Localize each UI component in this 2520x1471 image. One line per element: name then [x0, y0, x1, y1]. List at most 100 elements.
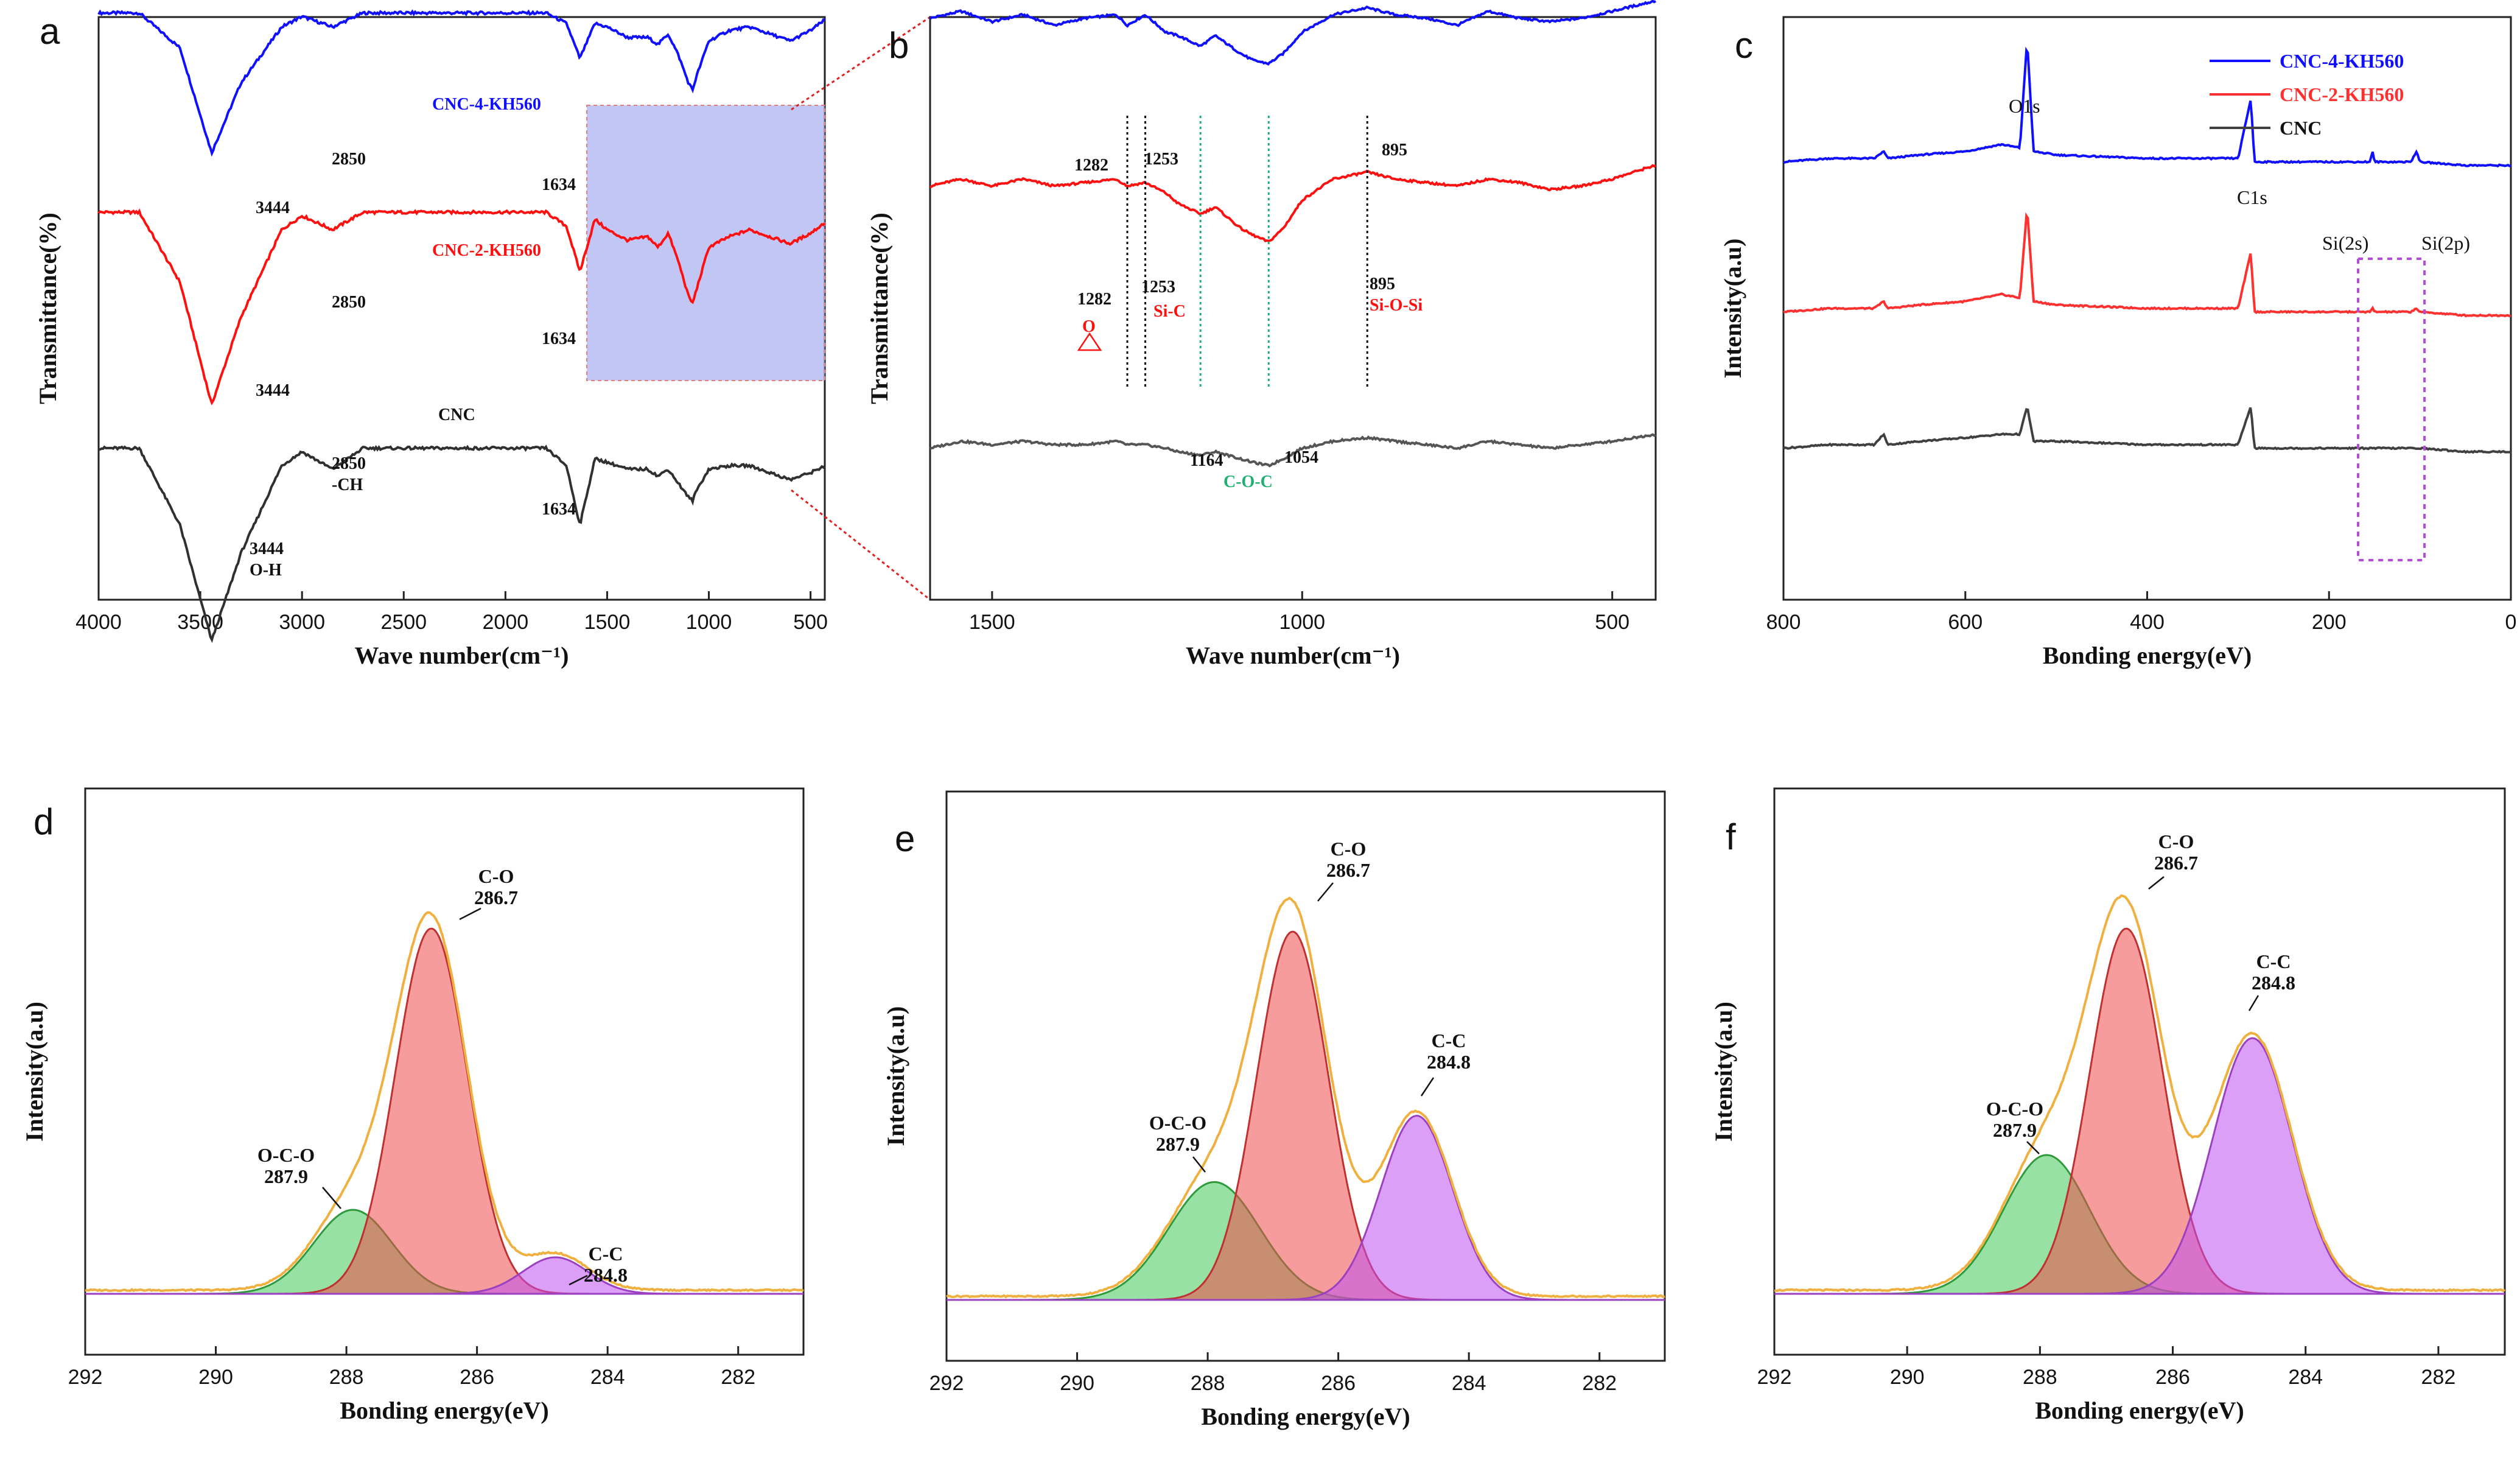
panel-d-label-arrow: [569, 1274, 588, 1286]
panel-a-xtick-label: 500: [793, 611, 828, 634]
panel-a-xtick-label: 2000: [483, 611, 529, 634]
panel-d-letter: d: [33, 801, 54, 842]
panel-e-xlabel: Bonding energy(eV): [1201, 1403, 1410, 1430]
panel-e-peak-name: O-C-O: [1149, 1112, 1206, 1134]
panel-d-xtick-label: 284: [590, 1366, 625, 1389]
panel-c-xlabel: Bonding energy(eV): [2043, 642, 2252, 669]
panel-f-xtick-label: 282: [2421, 1366, 2456, 1389]
panel-e-peak-c-c: [947, 1114, 1665, 1301]
panel-f-xlabel: Bonding energy(eV): [2035, 1397, 2244, 1424]
panel-a-xtick-label: 4000: [75, 611, 122, 634]
panel-e-xtick-label: 284: [1452, 1372, 1486, 1395]
panel-b-frame: [929, 16, 1657, 601]
panel-b-annotation: 1282: [1077, 290, 1111, 309]
panel-c-series-cnc-4-kh560: [1783, 46, 2511, 168]
panel-d-xtick-label: 292: [68, 1366, 103, 1389]
panel-f-peak-value: 286.7: [2154, 852, 2198, 874]
panel-d-peak-value: 284.8: [584, 1264, 628, 1286]
panel-a-annotation: CNC-4-KH560: [432, 95, 541, 114]
panel-a-xtick-label: 1500: [584, 611, 631, 634]
panel-b-series-cnc: [929, 433, 1656, 468]
panel-a-annotation: CNC: [438, 405, 475, 424]
panel-a-ylabel: Transmittance(%): [34, 212, 61, 404]
panel-f-letter: f: [1726, 816, 1736, 857]
panel-a-annotation: O-H: [250, 561, 282, 580]
panel-b-annotation: 895: [1382, 141, 1407, 160]
panel-f-xtick-label: 290: [1890, 1366, 1925, 1389]
panel-f-label-arrow: [2026, 1141, 2040, 1154]
panel-d-xtick-label: 290: [198, 1366, 233, 1389]
panel-e-peak-name: C-O: [1331, 838, 1367, 860]
panel-d-envelope: [85, 911, 804, 1293]
panel-e-ylabel: Intensity(a.u): [882, 1006, 909, 1146]
panel-f-xtick-label: 284: [2288, 1366, 2323, 1389]
panel-b-annotation: 895: [1370, 275, 1395, 293]
panel-d-peak-c-o: [85, 927, 803, 1295]
panel-d-peak-name: O-C-O: [257, 1144, 315, 1166]
panel-f-peak-name: O-C-O: [1986, 1098, 2043, 1120]
panel-b-series-cnc-4-kh560: [929, 0, 1657, 66]
panel-c-peak-label: Si(2p): [2421, 232, 2470, 254]
panel-a-xlabel: Wave number(cm⁻¹): [355, 642, 569, 669]
panel-e-label-arrow: [1192, 1156, 1206, 1173]
panel-a-annotation: -CH: [332, 476, 363, 494]
panel-b-annotation: Si-C: [1153, 302, 1186, 321]
epoxy-ring-icon: [1077, 332, 1102, 351]
panel-b-annotation: 1282: [1074, 156, 1108, 175]
legend-label: CNC-4-KH560: [2280, 50, 2404, 72]
panel-e-xtick-label: 282: [1582, 1372, 1617, 1395]
panel-b-annotation: Si-O-Si: [1370, 296, 1423, 315]
panel-a-annotation: 2850: [332, 150, 366, 169]
panel-e-label-arrow: [1420, 1077, 1435, 1097]
panel-c-xtick-label: 400: [2130, 611, 2165, 634]
panel-b-series-cnc-2-kh560: [929, 164, 1656, 242]
panel-f-xtick-label: 292: [1757, 1366, 1792, 1389]
panel-a-series-cnc: [98, 444, 826, 644]
panel-f-peak-c-c: [1774, 1037, 2505, 1295]
panel-f-label-arrow: [2248, 995, 2259, 1011]
panel-c-si-region: [2357, 258, 2426, 561]
panel-b-annotation: 1164: [1190, 451, 1223, 470]
panel-a-letter: a: [40, 11, 60, 52]
panel-f-frame: [1773, 787, 2506, 1356]
legend-label: CNC: [2280, 117, 2322, 139]
panel-a-annotation: CNC-2-KH560: [432, 241, 541, 260]
panel-a-annotation: 3444: [256, 381, 290, 400]
panel-c-xtick-label: 200: [2312, 611, 2347, 634]
panel-a-xtick-label: 3000: [279, 611, 325, 634]
panel-a-annotation: 1634: [542, 175, 576, 194]
panel-c-peak-label: C1s: [2237, 186, 2267, 208]
panel-d-frame: [84, 787, 805, 1356]
panel-b-ylabel: Transmittance(%): [866, 212, 893, 404]
panel-c-series-cnc-2-kh560: [1783, 212, 2511, 318]
panel-e-peak-c-o: [947, 930, 1665, 1301]
panel-d-xtick-label: 282: [721, 1366, 755, 1389]
panel-e-peak-name: C-C: [1432, 1030, 1466, 1051]
panel-c-series-cnc: [1782, 407, 2511, 454]
panel-e-label-arrow: [1317, 882, 1334, 902]
panel-b-annotation: 1054: [1284, 448, 1318, 467]
panel-e-peak-value: 287.9: [1156, 1133, 1200, 1155]
panel-b-letter: b: [889, 25, 909, 66]
panel-d-xlabel: Bonding energy(eV): [340, 1397, 548, 1424]
panel-c-peak-label: O1s: [2009, 95, 2040, 117]
panel-a-series-cnc-4-kh560: [97, 9, 825, 157]
panel-c-ylabel: Intensity(a.u): [1719, 238, 1746, 378]
panel-f-peak-name: C-C: [2256, 950, 2291, 972]
panel-f-peak-value: 287.9: [1993, 1119, 2037, 1141]
panel-a-annotation: 1634: [542, 500, 576, 519]
panel-e-letter: e: [895, 818, 915, 859]
panel-a-xtick-label: 2500: [380, 611, 427, 634]
panel-e-frame: [945, 790, 1666, 1362]
panel-d-peak-value: 287.9: [264, 1165, 308, 1187]
panel-b-xtick-label: 1000: [1279, 611, 1325, 634]
panel-f-ylabel: Intensity(a.u): [1710, 1002, 1737, 1142]
panel-a-annotation: 1634: [542, 329, 576, 348]
panel-f-peak-name: C-O: [2158, 830, 2194, 852]
zoom-connector-bottom: [791, 489, 931, 601]
panel-d-peak-c-c: [85, 1256, 803, 1295]
panel-f-xtick-label: 288: [2023, 1366, 2057, 1389]
panel-b-xtick-label: 1500: [969, 611, 1015, 634]
panel-e-peak-value: 284.8: [1427, 1051, 1471, 1073]
panel-b-xtick-label: 500: [1595, 611, 1629, 634]
